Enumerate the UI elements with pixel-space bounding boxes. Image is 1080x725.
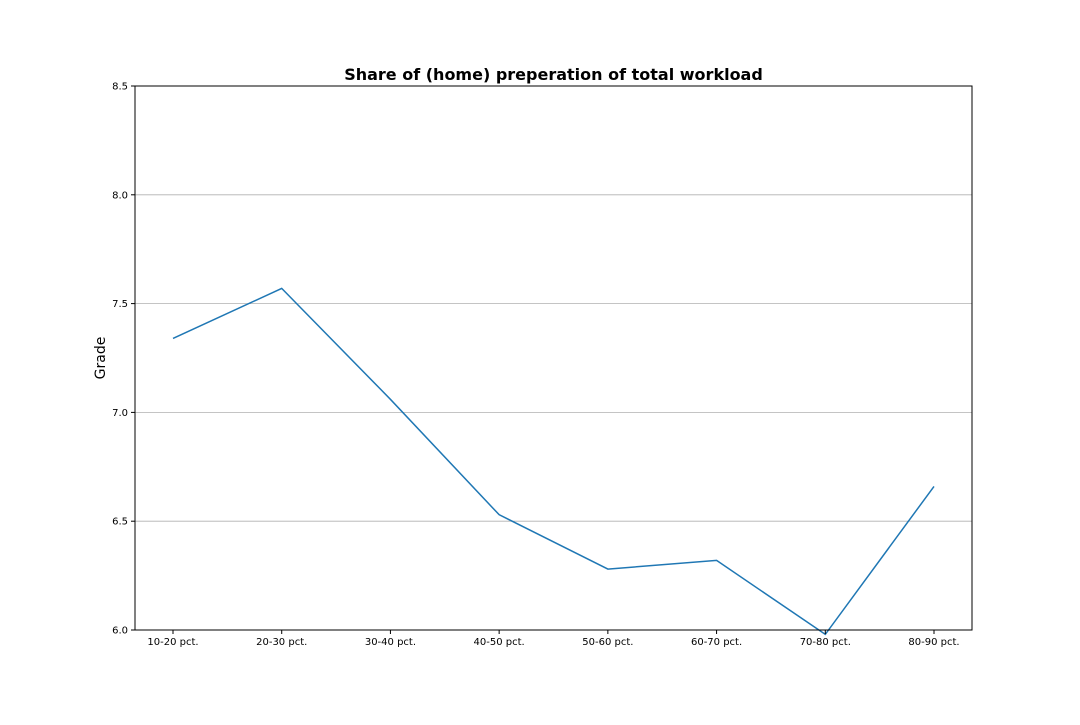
- y-tick-label-3: 7.5: [112, 299, 128, 310]
- x-tick-label-1: 20-30 pct.: [256, 637, 307, 648]
- x-tick-label-5: 60-70 pct.: [691, 637, 742, 648]
- x-tick-label-4: 50-60 pct.: [582, 637, 633, 648]
- y-axis-ticks: 6.0 6.5 7.0 7.5 8.0 8.5: [112, 82, 135, 637]
- x-tick-label-7: 80-90 pct.: [908, 637, 959, 648]
- x-tick-label-0: 10-20 pct.: [147, 637, 198, 648]
- plot-frame: [134, 85, 973, 631]
- series-line: [172, 287, 935, 636]
- y-tick-label-5: 8.5: [112, 82, 128, 93]
- y-tick-label-0: 6.0: [112, 626, 128, 637]
- gridlines: [135, 194, 972, 522]
- y-tick-label-2: 7.0: [112, 408, 128, 419]
- chart-title: Share of (home) preperation of total wor…: [344, 65, 763, 84]
- x-tick-label-6: 70-80 pct.: [800, 637, 851, 648]
- y-axis-label: Grade: [93, 337, 109, 380]
- x-tick-label-2: 30-40 pct.: [365, 637, 416, 648]
- x-tick-label-3: 40-50 pct.: [474, 637, 525, 648]
- x-axis-ticks: 10-20 pct. 20-30 pct. 30-40 pct. 40-50 pct.…: [147, 630, 960, 648]
- y-tick-label-1: 6.5: [112, 517, 128, 528]
- y-tick-label-4: 8.0: [112, 190, 128, 201]
